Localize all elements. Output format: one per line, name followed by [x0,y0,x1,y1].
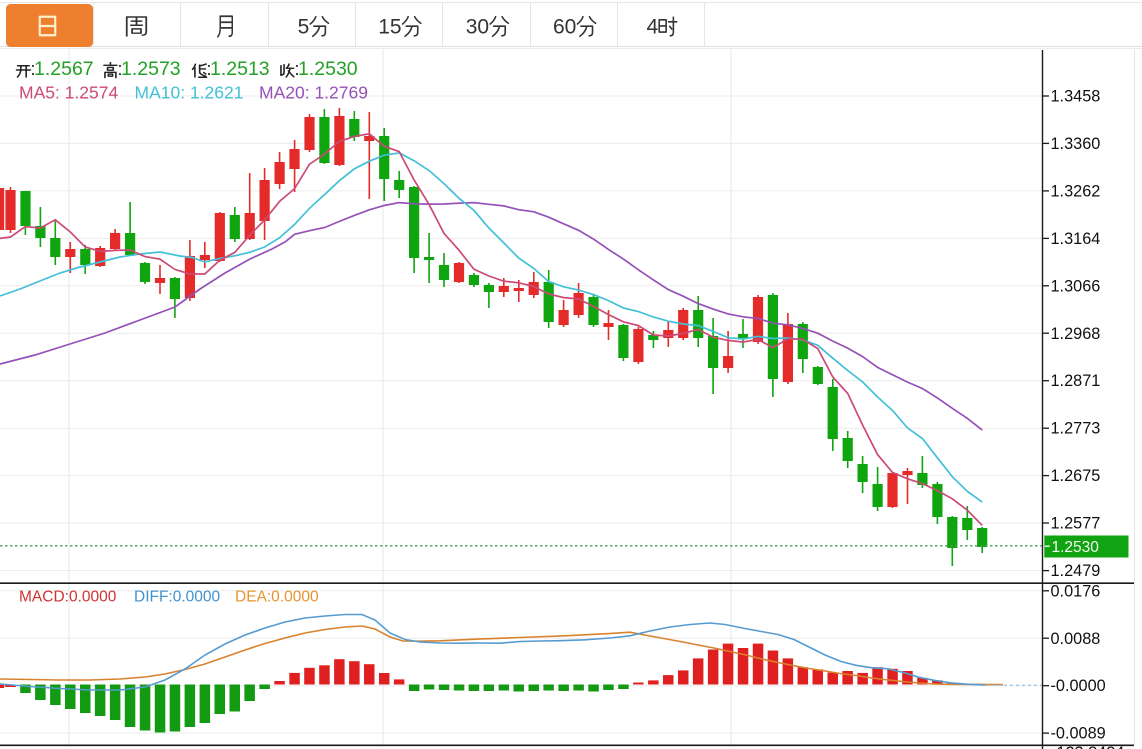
svg-text::: : [207,59,212,79]
svg-text:60: 60 [553,16,576,39]
svg-text:1.2513: 1.2513 [210,58,270,80]
svg-text:0.0088: 0.0088 [1051,630,1101,648]
svg-text:0.0176: 0.0176 [1051,582,1101,600]
svg-text::: : [31,59,36,79]
svg-text:1.2567: 1.2567 [34,58,94,80]
svg-text:MACD:0.0000: MACD:0.0000 [19,589,117,606]
svg-text:1.3262: 1.3262 [1051,182,1101,200]
svg-text:1.2871: 1.2871 [1051,372,1101,390]
svg-text:1.2968: 1.2968 [1051,325,1101,343]
svg-text:30: 30 [466,16,489,39]
svg-text::: : [295,59,300,79]
svg-text:1.2530: 1.2530 [1052,539,1100,556]
svg-text:1.3360: 1.3360 [1051,135,1101,153]
svg-text:5: 5 [298,16,310,39]
svg-text::: : [118,59,123,79]
svg-text:MA5: 1.2574: MA5: 1.2574 [19,83,118,103]
svg-text:DEA:0.0000: DEA:0.0000 [235,589,319,606]
svg-text:1.3458: 1.3458 [1051,88,1101,106]
svg-text:15: 15 [378,16,401,39]
svg-text:1.2530: 1.2530 [298,58,358,80]
svg-text:4: 4 [647,16,659,39]
svg-text:1.2675: 1.2675 [1051,467,1101,485]
svg-text:MA10: 1.2621: MA10: 1.2621 [135,83,244,103]
svg-text:-0.0000: -0.0000 [1051,677,1106,695]
svg-text:1.2773: 1.2773 [1051,420,1101,438]
svg-text:1.3164: 1.3164 [1051,230,1101,248]
svg-text:1.2573: 1.2573 [121,58,181,80]
svg-text:1.2577: 1.2577 [1051,515,1101,533]
svg-text:MA20: 1.2769: MA20: 1.2769 [259,83,368,103]
svg-text:1.2479: 1.2479 [1051,562,1101,580]
svg-text:-123.8484: -123.8484 [1051,744,1124,749]
svg-text:-0.0089: -0.0089 [1051,725,1106,743]
svg-text:DIFF:0.0000: DIFF:0.0000 [134,589,221,606]
svg-text:1.3066: 1.3066 [1051,277,1101,295]
